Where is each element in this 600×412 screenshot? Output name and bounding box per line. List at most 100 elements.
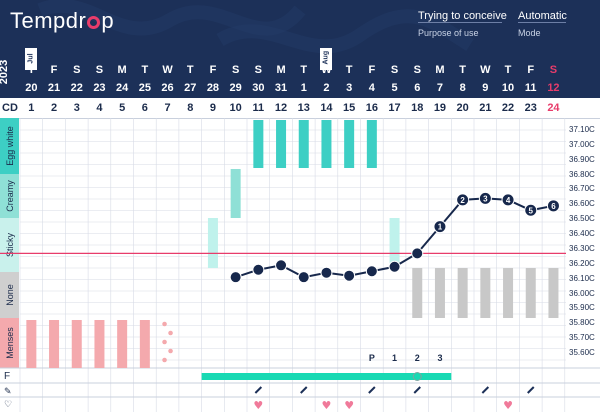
date-number[interactable]: 12: [547, 82, 560, 94]
day-of-week: W: [162, 64, 173, 76]
date-number[interactable]: 5: [391, 82, 398, 94]
date-number[interactable]: 25: [138, 82, 151, 94]
note-pencil-icon: [413, 386, 421, 394]
date-number[interactable]: 24: [116, 82, 129, 94]
date-number[interactable]: 2: [323, 82, 330, 94]
cycle-day-number: 14: [320, 102, 333, 114]
day-of-week: T: [504, 64, 512, 76]
date-number[interactable]: 27: [184, 82, 197, 94]
menses-row-label: Menses: [0, 318, 19, 368]
cycle-day-number: 19: [433, 102, 447, 114]
header-pattern: [37, 0, 474, 54]
day-of-week: T: [300, 64, 308, 76]
menses-bar: [139, 320, 150, 368]
day-of-week: S: [549, 64, 558, 76]
temperature-tick-label: 36.80C: [569, 169, 595, 179]
none-bar: [412, 268, 423, 318]
cycle-day-number: 20: [456, 102, 469, 114]
confirmation-label: 2: [415, 353, 420, 363]
spotting-dot: [162, 357, 167, 363]
mode-label: Mode: [518, 28, 541, 38]
purpose-value[interactable]: Trying to conceive: [418, 10, 507, 22]
note-pencil-icon: [300, 386, 308, 394]
none-bar: [480, 268, 491, 318]
day-of-week: S: [390, 64, 399, 76]
cycle-day-number: 3: [73, 102, 80, 114]
cycle-day-number: 10: [229, 102, 242, 114]
date-number[interactable]: 10: [501, 82, 515, 94]
day-of-week: T: [141, 64, 149, 76]
day-of-week: F: [368, 64, 376, 76]
cycle-day-number: 16: [365, 102, 378, 114]
app-header: Tempdr p Trying to conceive Purpose of us…: [0, 0, 600, 98]
egg-white-bar: [344, 120, 355, 168]
day-of-week: T: [27, 64, 35, 76]
date-number[interactable]: 29: [229, 82, 242, 94]
confirmation-label: 1: [392, 353, 397, 363]
menses-bar: [26, 320, 37, 368]
date-number[interactable]: 1: [300, 82, 307, 94]
date-number[interactable]: 8: [459, 82, 466, 94]
spotting-dot: [162, 339, 167, 345]
cycle-day-number: 17: [388, 102, 401, 114]
note-pencil-icon: [527, 386, 535, 394]
f-row-label: F: [4, 371, 11, 382]
cycle-day-number: 24: [547, 102, 560, 114]
date-number[interactable]: 9: [482, 82, 489, 94]
day-of-week: S: [413, 64, 421, 76]
date-number[interactable]: 22: [70, 82, 83, 94]
cycle-day-number: 5: [119, 102, 126, 114]
temperature-point: [388, 260, 401, 273]
egg-white-bar: [298, 120, 309, 168]
date-number[interactable]: 31: [274, 82, 288, 94]
date-number[interactable]: 6: [414, 82, 421, 94]
temperature-tick-label: 35.80C: [569, 318, 595, 328]
fertile-window-bar: [201, 373, 452, 380]
date-number[interactable]: 20: [25, 82, 38, 94]
confirmation-label: P: [369, 353, 375, 363]
none-bar: [525, 268, 536, 318]
none-bar: [548, 268, 559, 318]
date-number[interactable]: 28: [206, 82, 220, 94]
day-of-week: S: [73, 64, 81, 76]
day-of-week: W: [321, 64, 332, 76]
month-badge: Jul: [25, 48, 38, 70]
temperature-point-label: 1: [438, 223, 443, 232]
date-number[interactable]: 11: [524, 82, 537, 94]
temperature-tick-label: 37.00C: [569, 139, 595, 149]
menses-bar: [94, 320, 105, 368]
temperature-point: [546, 199, 560, 213]
pencil-row-icon: ✎: [4, 386, 12, 396]
note-pencil-icon: [254, 386, 263, 394]
date-number[interactable]: 3: [346, 82, 353, 94]
mode-value[interactable]: Automatic: [518, 10, 567, 22]
temperature-point: [501, 193, 515, 207]
temperature-point-label: 3: [483, 194, 488, 203]
egg-white-bar: [366, 120, 377, 168]
cycle-day-number: 1: [28, 102, 35, 114]
date-number[interactable]: 23: [93, 82, 106, 94]
intercourse-heart-icon: ♥: [253, 399, 263, 412]
cycle-day-row: CD 1 2 3 4 5 6 7 8 9 10 11 12 13 14 15 16 17 18 19 20 21 22 23…: [0, 98, 600, 119]
date-number[interactable]: 21: [47, 82, 61, 94]
cycle-day-number: 22: [501, 102, 515, 114]
date-number[interactable]: 26: [161, 82, 174, 94]
note-pencil-icon: [481, 386, 490, 394]
creamy-bar: [230, 169, 241, 218]
temperature-point: [365, 265, 378, 278]
cycle-day-number: 11: [252, 102, 265, 114]
none-bar: [457, 268, 468, 318]
date-number[interactable]: 4: [368, 82, 375, 94]
temperature-tick-label: 37.10C: [569, 125, 595, 134]
month-badge: Aug: [320, 48, 333, 70]
day-of-week: S: [95, 64, 104, 76]
temperature-tick-label: 36.00C: [569, 288, 595, 298]
heart-row-icon: ♡: [4, 399, 13, 409]
temperature-point: [252, 263, 265, 276]
date-number[interactable]: 30: [252, 82, 265, 94]
date-number[interactable]: 7: [436, 82, 443, 94]
spotting-dot: [162, 321, 167, 327]
egg-white-bar: [253, 120, 264, 168]
creamy-row-label: Creamy: [0, 174, 19, 218]
